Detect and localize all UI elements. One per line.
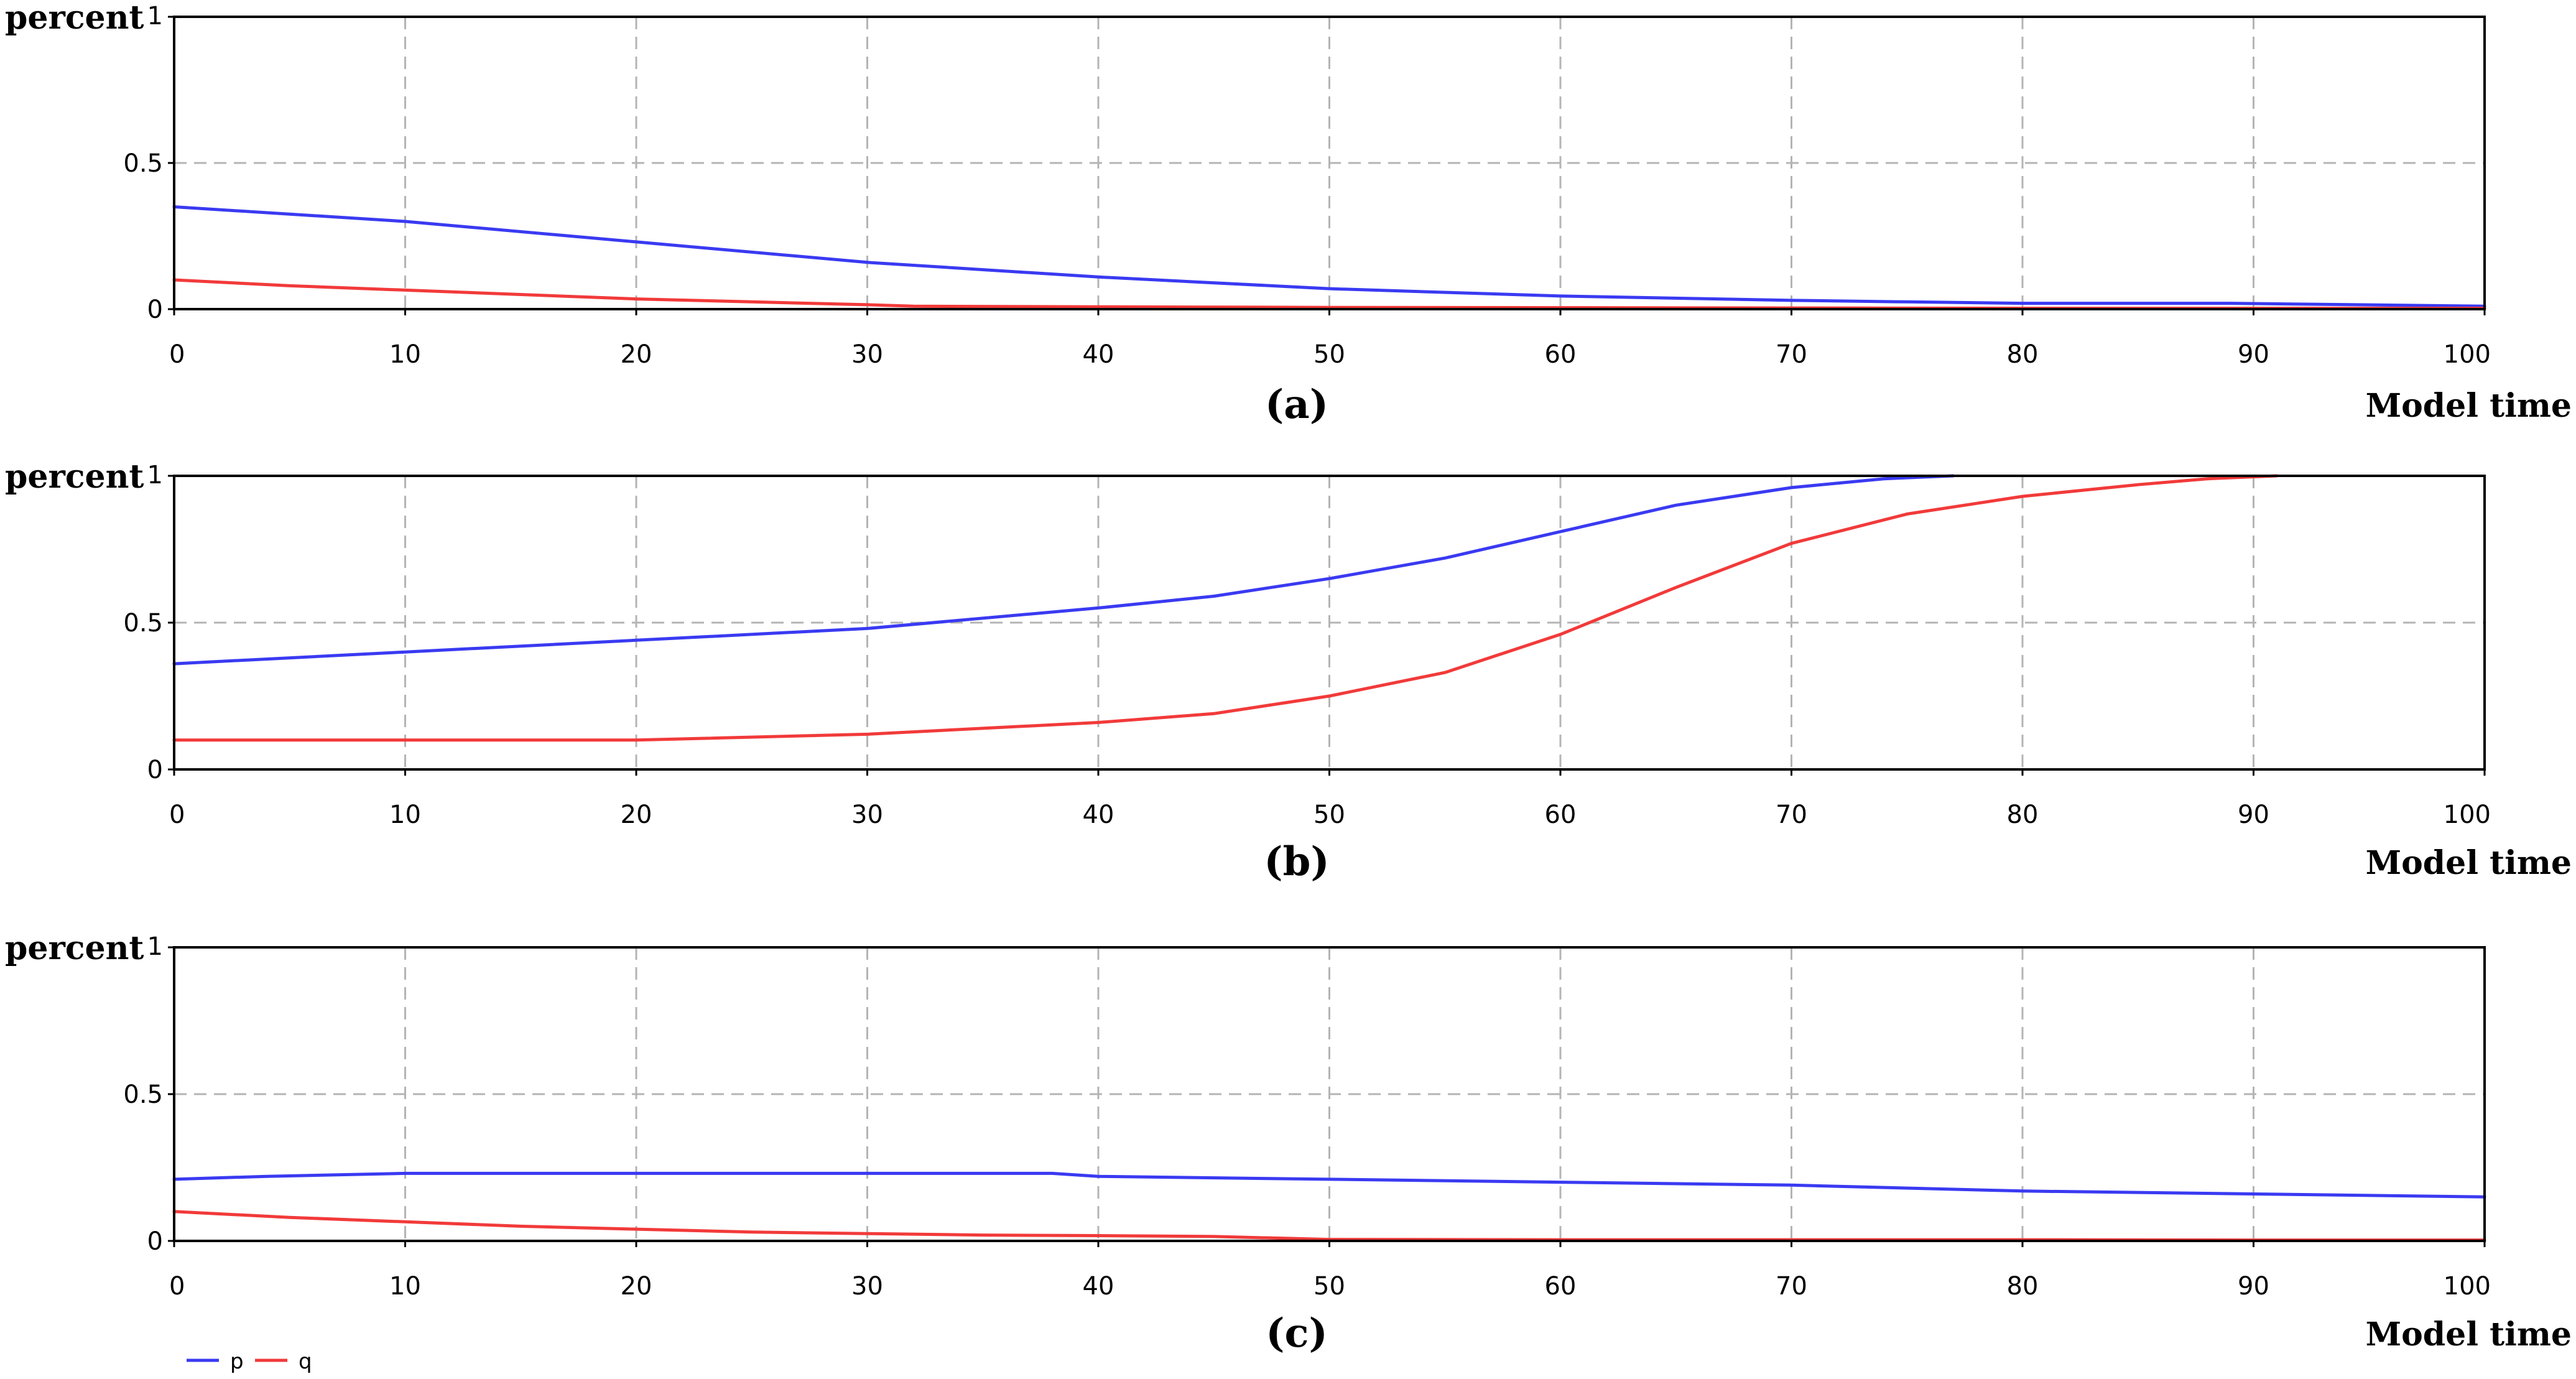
panel-c-ytick-label-1: 0.5 <box>123 1080 163 1109</box>
panel-c-xtick-label-4: 40 <box>1083 1272 1114 1301</box>
panel-a-xtick-label-9: 90 <box>2238 340 2269 369</box>
panel-b-ylabel: percent <box>5 458 144 496</box>
panel-c-xtick-label-9: 90 <box>2238 1272 2269 1301</box>
panel-a-ytick-label-1: 0.5 <box>123 149 163 178</box>
panel-a-series-p-line <box>172 205 2486 308</box>
panel-c-xtick-label-2: 20 <box>621 1272 652 1301</box>
panel-a-ytick-label-0: 0 <box>147 295 163 324</box>
panel-c-ticks: 0 10 20 30 40 50 60 70 80 90 100 0 0.5 1 <box>123 932 2491 1301</box>
panel-a-xtick-label-8: 80 <box>2007 340 2039 369</box>
panel-c-ytick-label-0: 0 <box>147 1227 163 1256</box>
panel-a-grid <box>174 17 2485 309</box>
panel-b-ytick-label-1: 0.5 <box>123 609 163 638</box>
panel-a-xtick-label-4: 40 <box>1083 340 1114 369</box>
panel-a-xtick-label-3: 30 <box>851 340 883 369</box>
panel-c-xtick-label-8: 80 <box>2007 1272 2039 1301</box>
panel-a-ticks: 0 10 20 30 40 50 60 70 80 90 100 0 0.5 1 <box>123 2 2491 369</box>
panel-c-xtick-label-5: 50 <box>1313 1272 1345 1301</box>
panel-c-series-p-line <box>172 1171 2486 1199</box>
panel-a-xtick-label-10: 100 <box>2444 340 2491 369</box>
panel-b-grid <box>174 476 2485 769</box>
panel-c-xtick-label-1: 10 <box>389 1272 421 1301</box>
panel-a-xtick-label-6: 60 <box>1545 340 1577 369</box>
panel-b-xtick-label-1: 10 <box>389 801 421 829</box>
panel-b-xtick-label-5: 50 <box>1313 801 1345 829</box>
panel-c-ytick-label-2: 1 <box>147 932 163 961</box>
panel-a-xtick-label-1: 10 <box>389 340 421 369</box>
panel-a: 0 10 20 30 40 50 60 70 80 90 100 0 0.5 1 percent Mode… <box>5 0 2572 428</box>
panel-b-ytick-label-2: 1 <box>147 461 163 490</box>
panel-c-xtick-label-0: 0 <box>169 1272 185 1301</box>
panel-a-ylabel: percent <box>5 0 144 37</box>
panel-a-caption: (a) <box>1265 381 1328 428</box>
panel-c-ylabel: percent <box>5 929 144 967</box>
panel-c: 0 10 20 30 40 50 60 70 80 90 100 0 0.5 1 percent Mode… <box>5 929 2572 1357</box>
panel-b-xtick-label-0: 0 <box>169 801 185 829</box>
panel-a-xlabel: Model time <box>2366 387 2572 425</box>
panel-b-xtick-label-9: 90 <box>2238 801 2269 829</box>
panel-b-ytick-label-0: 0 <box>147 756 163 784</box>
panel-b-xtick-label-10: 100 <box>2444 801 2491 829</box>
legend-label-p: p <box>230 1349 244 1374</box>
panel-b-ticks: 0 10 20 30 40 50 60 70 80 90 100 0 0.5 1 <box>123 461 2491 829</box>
panel-a-xtick-label-0: 0 <box>169 340 185 369</box>
panel-c-xtick-label-3: 30 <box>851 1272 883 1301</box>
panel-c-xtick-label-7: 70 <box>1776 1272 1807 1301</box>
legend-label-q: q <box>299 1349 312 1374</box>
panel-b-xtick-label-4: 40 <box>1083 801 1114 829</box>
panel-b-series-q-line <box>172 474 2279 742</box>
panel-b-xtick-label-3: 30 <box>851 801 883 829</box>
panel-a-xtick-label-2: 20 <box>621 340 652 369</box>
panel-a-xtick-label-5: 50 <box>1313 340 1345 369</box>
panel-b-xlabel: Model time <box>2366 844 2572 882</box>
legend: p q <box>187 1349 312 1374</box>
panel-c-xtick-label-10: 100 <box>2444 1272 2491 1301</box>
panel-b-xtick-label-8: 80 <box>2007 801 2039 829</box>
panel-b-series <box>172 474 2279 742</box>
panel-a-xtick-label-7: 70 <box>1776 340 1807 369</box>
panel-b-xtick-label-7: 70 <box>1776 801 1807 829</box>
panel-b-xtick-label-6: 60 <box>1545 801 1577 829</box>
panel-b-xtick-label-2: 20 <box>621 801 652 829</box>
panel-b: 0 10 20 30 40 50 60 70 80 90 100 0 0.5 1 percent Mode… <box>5 458 2572 885</box>
panel-a-ytick-label-2: 1 <box>147 2 163 30</box>
panel-b-series-p-line <box>172 474 1955 666</box>
panel-c-xlabel: Model time <box>2366 1316 2572 1353</box>
panel-c-caption: (c) <box>1266 1310 1328 1357</box>
panel-c-xtick-label-6: 60 <box>1545 1272 1577 1301</box>
panel-c-grid <box>174 947 2485 1241</box>
panel-b-caption: (b) <box>1264 838 1329 885</box>
